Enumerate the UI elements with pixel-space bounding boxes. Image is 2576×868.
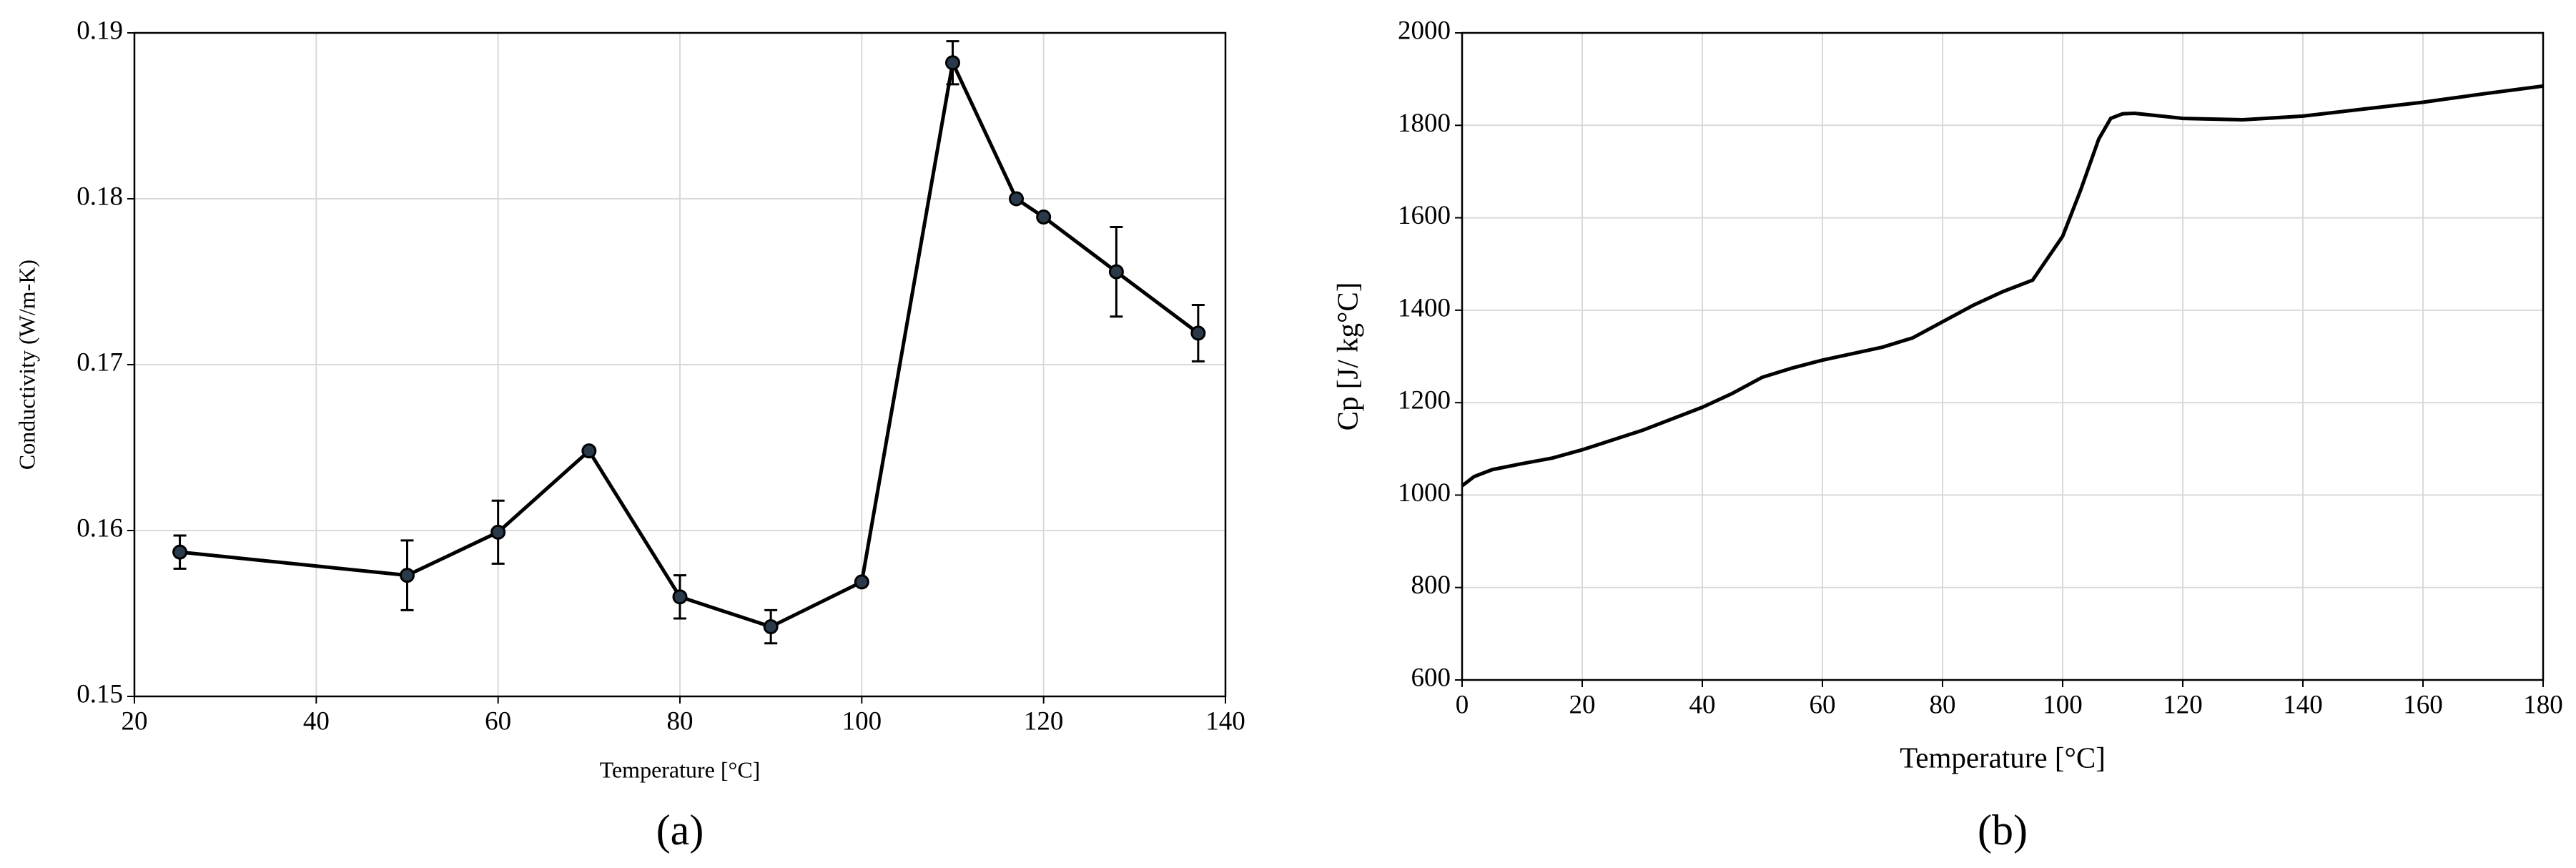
data-point [945,55,960,71]
y-tick-label: 1800 [1398,109,1451,138]
y-tick-label: 1000 [1398,478,1451,508]
data-point [1036,209,1052,225]
data-line [179,61,1200,629]
x-tick-label: 100 [2043,690,2083,719]
y-tick-label: 0.18 [77,182,123,211]
x-tick-label: 100 [842,706,882,736]
x-tick-label: 0 [1456,690,1469,719]
x-tick-label: 20 [1569,690,1596,719]
data-point [1108,264,1124,280]
x-tick-label: 80 [667,706,694,736]
x-axis-label: Temperature [°C] [600,756,761,782]
data-line [1461,84,2544,488]
data-point [400,568,415,583]
x-tick-label: 40 [303,706,330,736]
x-axis-label: Temperature [°C] [1900,741,2106,774]
x-tick-label: 140 [1205,706,1245,736]
data-point [854,574,869,590]
x-tick-label: 160 [2403,690,2443,719]
plot-frame [1461,31,2545,681]
x-tick-label: 120 [2163,690,2203,719]
x-tick-label: 140 [2283,690,2323,719]
data-point [490,524,506,540]
x-tick-label: 40 [1689,690,1716,719]
caption: (a) [656,807,704,854]
y-tick-label: 1600 [1398,201,1451,230]
data-point [172,544,188,560]
x-tick-label: 80 [1930,690,1956,719]
data-point [672,589,688,605]
y-axis-label: Conductivity (W/m-K) [14,260,39,470]
y-tick-label: 1400 [1398,293,1451,322]
y-tick-label: 800 [1411,571,1451,600]
x-tick-label: 120 [1024,706,1064,736]
y-tick-label: 2000 [1398,16,1451,45]
x-tick-label: 20 [122,706,148,736]
plot-frame [133,31,1227,698]
data-point [1190,325,1206,341]
data-point [581,443,597,459]
data-point [1009,191,1025,207]
y-tick-label: 0.19 [77,16,123,45]
y-tick-label: 0.17 [77,347,123,377]
y-tick-label: 1200 [1398,386,1451,415]
y-tick-label: 0.16 [77,513,123,543]
x-tick-label: 60 [1810,690,1836,719]
caption: (b) [1978,807,2028,854]
x-tick-label: 180 [2523,690,2563,719]
y-axis-label: Cp [J/ kg°C] [1331,282,1363,431]
x-tick-label: 60 [485,706,511,736]
y-tick-label: 0.15 [77,679,123,709]
y-tick-label: 600 [1411,663,1451,692]
data-point [763,619,779,635]
